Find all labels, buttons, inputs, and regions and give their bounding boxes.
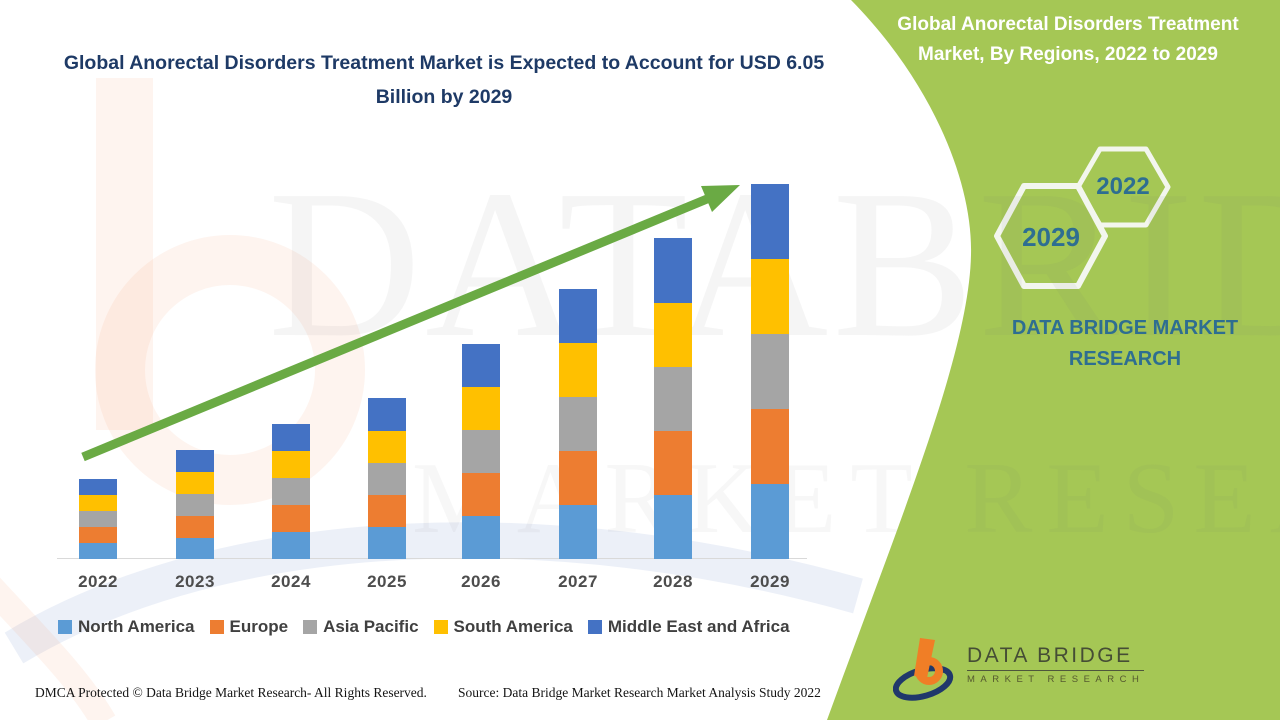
bar-segment-2022-middle-east-and-africa xyxy=(79,479,117,495)
bar-segment-2027-south-america xyxy=(559,343,597,397)
bar-segment-2028-north-america xyxy=(654,495,692,559)
bar-segment-2025-middle-east-and-africa xyxy=(368,398,406,431)
bar-segment-2024-europe xyxy=(272,505,310,532)
bar-segment-2025-north-america xyxy=(368,527,406,559)
bar-segment-2026-north-america xyxy=(462,516,500,559)
chart-title: Global Anorectal Disorders Treatment Mar… xyxy=(63,52,825,108)
x-axis-label-2027: 2027 xyxy=(558,572,598,591)
x-axis-label-2022: 2022 xyxy=(78,572,118,591)
legend: North America Europe Asia Pacific South Ame… xyxy=(58,617,790,637)
bar-segment-2027-middle-east-and-africa xyxy=(559,289,597,343)
bar-segment-2028-south-america xyxy=(654,303,692,367)
bar-segment-2027-europe xyxy=(559,451,597,505)
stacked-bar-2023 xyxy=(176,450,214,559)
bar-segment-2029-south-america xyxy=(751,259,789,334)
bar-segment-2025-asia-pacific xyxy=(368,463,406,495)
bar-segment-2022-asia-pacific xyxy=(79,511,117,527)
company-logo: DATA BRIDGE MARKET RESEARCH xyxy=(893,636,1145,702)
stacked-bar-2028 xyxy=(654,238,692,559)
hexagon-badges xyxy=(994,146,1171,289)
legend-item-asia-pacific: Asia Pacific xyxy=(303,617,419,637)
legend-swatch-icon xyxy=(58,620,72,634)
bar-segment-2028-europe xyxy=(654,431,692,495)
legend-item-europe: Europe xyxy=(209,617,289,637)
stacked-bar-2025 xyxy=(368,398,406,559)
bar-segment-2026-middle-east-and-africa xyxy=(462,344,500,387)
bar-segment-2027-asia-pacific xyxy=(559,397,597,451)
legend-swatch-icon xyxy=(303,620,318,634)
logo-title: DATA BRIDGE xyxy=(967,644,1145,671)
dmca-notice: DMCA Protected © Data Bridge Market Rese… xyxy=(35,685,427,700)
bar-segment-2024-middle-east-and-africa xyxy=(272,424,310,451)
legend-item-north-america: North America xyxy=(58,617,195,637)
bar-segment-2028-middle-east-and-africa xyxy=(654,238,692,303)
x-axis-line xyxy=(57,558,807,559)
brand-line2: RESEARCH xyxy=(1068,348,1182,370)
bar-segment-2022-south-america xyxy=(79,495,117,511)
legend-swatch-icon xyxy=(433,620,448,634)
brand-name-text: DATA BRIDGE MARKET RESEARCH xyxy=(975,313,1275,375)
bar-segment-2026-asia-pacific xyxy=(462,430,500,473)
logo-mark-icon xyxy=(893,638,954,701)
brand-line1: DATA BRIDGE MARKET xyxy=(1011,317,1239,339)
x-axis-label-2028: 2028 xyxy=(653,572,693,591)
stacked-bar-2022 xyxy=(79,479,117,559)
x-axis-label-2024: 2024 xyxy=(271,572,311,591)
bar-segment-2027-north-america xyxy=(559,505,597,559)
x-axis-label-2026: 2026 xyxy=(461,572,501,591)
bar-segment-2029-europe xyxy=(751,409,789,484)
bar-segment-2022-north-america xyxy=(79,543,117,559)
legend-label: South America xyxy=(453,617,573,636)
hexagon-year-2022: 2022 xyxy=(1096,173,1150,200)
bar-segment-2029-north-america xyxy=(751,484,789,559)
x-axis-label-2023: 2023 xyxy=(175,572,215,591)
legend-label: North America xyxy=(78,617,195,636)
bar-segment-2026-south-america xyxy=(462,387,500,430)
x-axis-label-2025: 2025 xyxy=(367,572,407,591)
bar-segment-2023-south-america xyxy=(176,472,214,494)
source-note: Source: Data Bridge Market Research Mark… xyxy=(458,685,821,700)
bar-segment-2023-north-america xyxy=(176,538,214,559)
watermark-text-market-research: MARKET RESEARCH xyxy=(412,442,1280,555)
stacked-bar-2024 xyxy=(272,424,310,559)
bar-segment-2024-north-america xyxy=(272,532,310,559)
bar-segment-2022-europe xyxy=(79,527,117,543)
bar-segment-2024-south-america xyxy=(272,451,310,478)
stacked-bar-2027 xyxy=(559,289,597,559)
bar-segment-2023-asia-pacific xyxy=(176,494,214,516)
legend-swatch-icon xyxy=(587,620,602,634)
legend-label: Europe xyxy=(229,617,289,636)
bar-segment-2024-asia-pacific xyxy=(272,478,310,505)
bar-segment-2026-europe xyxy=(462,473,500,516)
bar-segment-2023-middle-east-and-africa xyxy=(176,450,214,472)
side-panel-title: Global Anorectal Disorders Treatment Mar… xyxy=(897,14,1239,65)
stacked-bar-2026 xyxy=(462,344,500,559)
hexagon-2022 xyxy=(1075,146,1171,228)
legend-item-south-america: South America xyxy=(433,617,573,637)
legend-label: Middle East and Africa xyxy=(607,617,790,636)
x-axis-label-2029: 2029 xyxy=(750,572,790,591)
stacked-bar-2029 xyxy=(751,184,789,559)
bar-segment-2028-asia-pacific xyxy=(654,367,692,431)
legend-label: Asia Pacific xyxy=(323,617,419,636)
hexagon-2029 xyxy=(994,183,1108,289)
logo-subtitle: MARKET RESEARCH xyxy=(967,674,1145,685)
legend-swatch-icon xyxy=(209,620,224,634)
bar-segment-2025-europe xyxy=(368,495,406,527)
bar-segment-2023-europe xyxy=(176,516,214,538)
hexagon-year-2029: 2029 xyxy=(1022,222,1080,252)
bar-segment-2025-south-america xyxy=(368,431,406,463)
bar-segment-2029-asia-pacific xyxy=(751,334,789,409)
bar-segment-2029-middle-east-and-africa xyxy=(751,184,789,259)
legend-item-middle-east-and-africa: Middle East and Africa xyxy=(587,617,790,637)
